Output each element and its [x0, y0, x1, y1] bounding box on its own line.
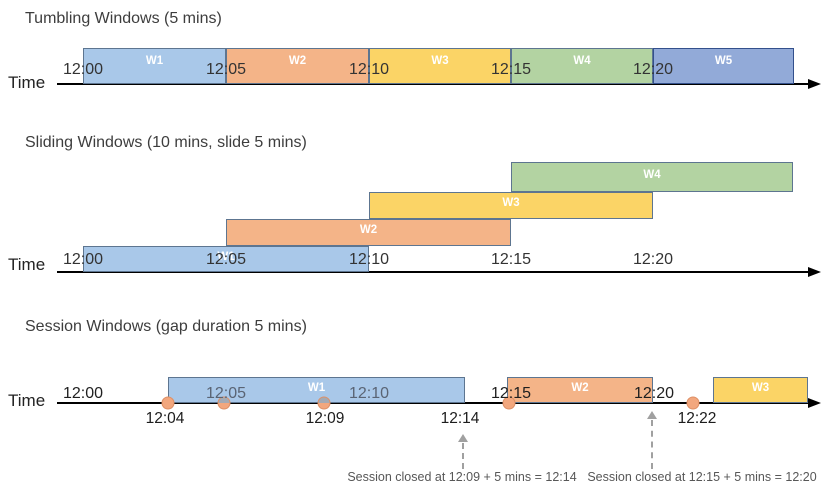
- dashed-arrow-up-icon: [647, 411, 657, 419]
- window-label: W2: [359, 224, 378, 236]
- sliding-window-w3: W3: [369, 192, 653, 219]
- tumbling-window-w1: W1: [83, 48, 226, 84]
- tick-label: 12:05: [205, 385, 247, 402]
- sliding-window-w1: W1: [83, 246, 369, 272]
- dashed-arrow-line: [651, 420, 653, 469]
- event-time-label: 12:09: [305, 410, 345, 427]
- tick-label: 12:05: [205, 251, 247, 268]
- tumbling-timeline-arrow-icon: [808, 79, 821, 89]
- window-label: W2: [288, 55, 307, 67]
- tick-label: 12:00: [62, 61, 104, 78]
- tick-label: 12:10: [348, 251, 390, 268]
- tick-label: 12:15: [490, 251, 532, 268]
- session-timeline: [57, 402, 810, 404]
- tick-label: 12:20: [632, 251, 674, 268]
- dashed-arrow-up-icon: [458, 434, 468, 442]
- event-dot: [161, 396, 175, 410]
- tumbling-time-label: Time: [8, 73, 46, 92]
- tick-label: 12:20: [633, 385, 675, 402]
- event-dot: [502, 396, 516, 410]
- event-dot: [686, 396, 700, 410]
- tumbling-window-w3: W3: [369, 48, 511, 84]
- tick-label: 12:00: [62, 251, 104, 268]
- tick-label: 12:00: [62, 385, 104, 402]
- tick-label: 12:15: [490, 385, 532, 402]
- tumbling-window-w2: W2: [226, 48, 369, 84]
- tumbling-window-w5: W5: [653, 48, 794, 84]
- tumbling-section-title: Tumbling Windows (5 mins): [25, 10, 222, 27]
- session-window-w3: W3: [713, 377, 808, 403]
- event-dot: [217, 396, 231, 410]
- window-label: W2: [571, 382, 589, 394]
- session-timeline-arrow-icon: [808, 398, 821, 408]
- session-closed-annotation: Session closed at 12:15 + 5 mins = 12:20: [587, 470, 817, 484]
- tumbling-window-w4: W4: [511, 48, 653, 84]
- tick-label: 12:10: [348, 385, 390, 402]
- tick-label: 12:15: [490, 61, 532, 78]
- sliding-window-w2: W2: [226, 219, 511, 246]
- sliding-timeline-arrow-icon: [808, 267, 821, 277]
- session-section-title: Session Windows (gap duration 5 mins): [25, 318, 307, 335]
- sliding-section-title: Sliding Windows (10 mins, slide 5 mins): [25, 134, 307, 151]
- session-window-w2: W2: [507, 377, 653, 403]
- dashed-arrow-line: [462, 443, 464, 469]
- window-label: W1: [145, 55, 164, 67]
- window-label: W1: [217, 251, 235, 263]
- sliding-time-label: Time: [8, 255, 46, 274]
- tick-label: 12:10: [348, 61, 390, 78]
- window-label: W3: [751, 382, 770, 394]
- window-label: W1: [307, 382, 326, 394]
- event-time-label: 12:22: [677, 410, 717, 427]
- session-closed-annotation: Session closed at 12:09 + 5 mins = 12:14: [347, 470, 577, 484]
- window-label: W4: [573, 55, 591, 67]
- window-label: W3: [431, 55, 449, 67]
- window-label: W5: [714, 55, 733, 67]
- event-time-label: 12:04: [145, 410, 185, 427]
- tumbling-timeline: [57, 83, 810, 85]
- event-time-label: 12:14: [440, 410, 480, 427]
- tick-label: 12:20: [632, 61, 674, 78]
- tick-label: 12:05: [205, 61, 247, 78]
- session-time-label: Time: [8, 391, 46, 410]
- window-label: W4: [643, 169, 661, 181]
- sliding-window-w4: W4: [511, 162, 793, 192]
- event-dot: [317, 396, 331, 410]
- sliding-timeline: [57, 271, 810, 273]
- window-label: W3: [502, 197, 520, 209]
